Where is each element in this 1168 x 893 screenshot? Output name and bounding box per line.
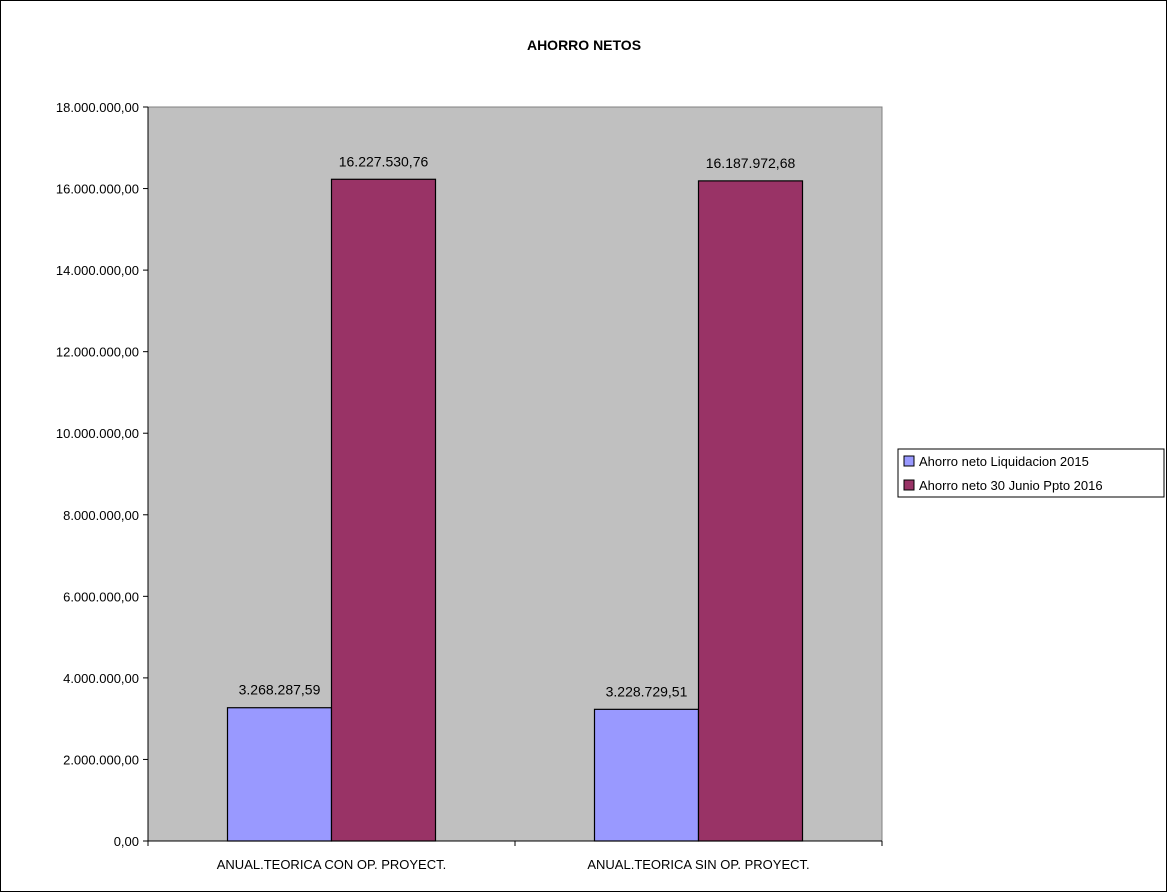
y-tick-label: 12.000.000,00 [56,345,139,360]
bar-liquidacion-2015 [593,708,700,842]
y-tick-label: 6.000.000,00 [63,589,139,604]
legend-swatch [903,455,915,467]
legend: Ahorro neto Liquidacion 2015 Ahorro neto … [897,448,1165,498]
x-tick-label: ANUAL.TEORICA CON OP. PROYECT. [217,857,446,872]
legend-label: Ahorro neto 30 Junio Ppto 2016 [919,478,1103,493]
y-tick-label: 16.000.000,00 [56,182,139,197]
y-tick-label: 18.000.000,00 [56,100,139,115]
y-tick-label: 2.000.000,00 [63,752,139,767]
data-label: 3.228.729,51 [606,683,688,699]
bar-ppto-2016 [330,178,437,842]
bars-layer [226,178,804,842]
legend-swatch [903,479,915,491]
y-tick-label: 0,00 [114,834,139,849]
data-label: 16.187.972,68 [706,155,796,171]
data-label: 16.227.530,76 [339,153,429,169]
y-tick-label: 10.000.000,00 [56,426,139,441]
bar-ppto-2016 [697,180,804,842]
bar-liquidacion-2015 [226,707,333,842]
x-tick-label: ANUAL.TEORICA SIN OP. PROYECT. [587,857,809,872]
legend-label: Ahorro neto Liquidacion 2015 [919,454,1089,469]
axis-layer: 0,00 2.000.000,00 4.000.000,00 6.000.000,00… [56,100,883,872]
y-tick-label: 4.000.000,00 [63,671,139,686]
y-tick-label: 8.000.000,00 [63,508,139,523]
chart-title: AHORRO NETOS [527,37,641,53]
y-tick-label: 14.000.000,00 [56,263,139,278]
data-labels-layer: 3.268.287,59 16.227.530,76 3.228.729,51 16.… [239,153,796,699]
legend-box [897,448,1165,498]
data-label: 3.268.287,59 [239,682,321,698]
